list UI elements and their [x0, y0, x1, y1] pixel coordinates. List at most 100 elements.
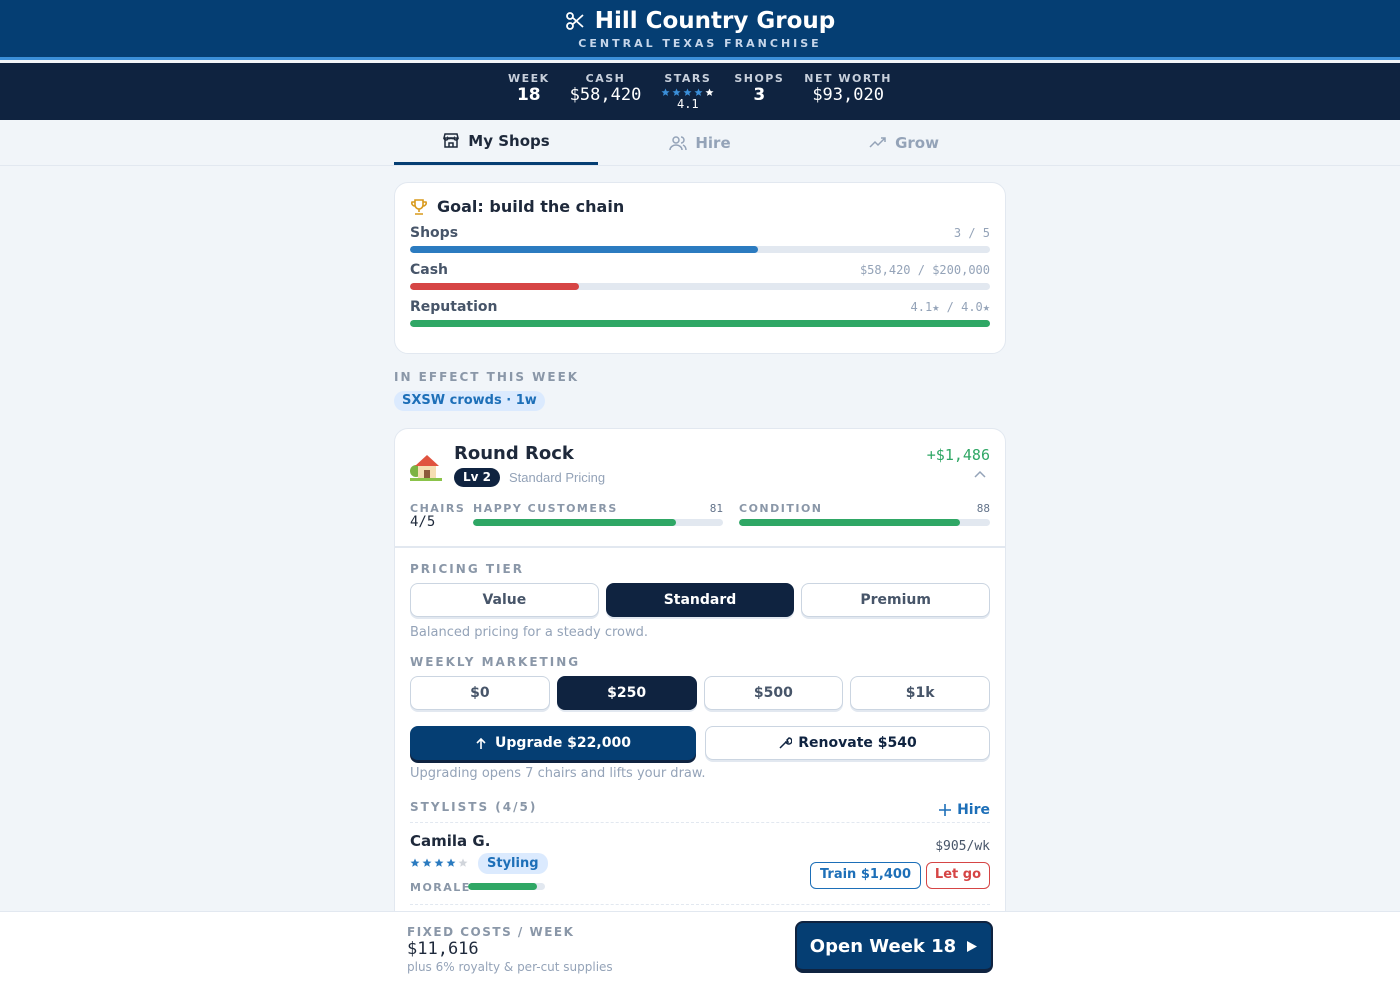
stat-value: 4.1: [676, 97, 699, 111]
renovate-button[interactable]: Renovate $540: [705, 726, 990, 760]
star: [661, 88, 670, 96]
stat: STARS 4.1: [661, 72, 714, 120]
star-shape: [694, 88, 703, 96]
star-shape: [458, 858, 468, 867]
hire-label: Hire: [957, 802, 990, 818]
goal-label: Reputation: [410, 299, 498, 315]
app-title: Hill Country Group: [594, 8, 836, 34]
goal-track: [410, 283, 990, 290]
condition-track: [739, 519, 990, 526]
play-icon: [967, 940, 978, 952]
scissors-icon: [565, 12, 584, 30]
goal-progress: 4.1★ / 4.0★: [910, 300, 990, 314]
star: [705, 88, 714, 96]
tab[interactable]: Hire: [598, 120, 802, 165]
stylist-name: Camila G.: [410, 832, 491, 850]
goal-bar: [410, 320, 990, 327]
shop-profit: +$1,486: [926, 446, 990, 464]
goal-track: [410, 246, 990, 253]
goal-progress: 3 / 5: [953, 226, 990, 240]
divider: [410, 904, 990, 905]
happy-track: [473, 519, 723, 526]
stat-label: SHOPS: [734, 72, 785, 85]
star-rating: [661, 88, 714, 97]
stat: NET WORTH $93,020: [804, 72, 892, 120]
morale-track: [468, 883, 545, 890]
tab[interactable]: My Shops: [394, 120, 598, 165]
upgrade-button[interactable]: Upgrade $22,000: [410, 726, 696, 760]
tab[interactable]: Grow: [802, 120, 1006, 165]
stat-value: $93,020: [812, 85, 884, 105]
star: [683, 88, 692, 96]
tab-icon: [669, 135, 688, 150]
star: [694, 88, 703, 96]
star-shape: [672, 88, 681, 96]
effects-list: SXSW crowds · 1w: [394, 391, 545, 411]
tab-label: Hire: [695, 133, 731, 152]
fixed-costs-value: $11,616: [407, 939, 479, 959]
footer: FIXED COSTS / WEEK $11,616 plus 6% royal…: [0, 911, 1400, 984]
tab-icon: [443, 133, 460, 148]
stat-value: $58,420: [569, 85, 642, 105]
hire-button[interactable]: Hire: [939, 802, 990, 818]
upgrade-note: Upgrading opens 7 chairs and lifts your …: [410, 766, 706, 781]
happy-label: HAPPY CUSTOMERS: [473, 502, 618, 515]
upgrade-label: Upgrade $22,000: [495, 735, 631, 751]
star: [458, 858, 468, 867]
train-button[interactable]: Train $1,400: [809, 862, 921, 889]
header: Hill Country Group CENTRAL TEXAS FRANCHI…: [0, 0, 1400, 60]
stat-label: CASH: [585, 72, 626, 85]
condition-label: CONDITION: [739, 502, 823, 515]
tab-label: Grow: [895, 133, 939, 152]
star: [410, 858, 420, 867]
goal-label: Cash: [410, 262, 449, 278]
house-icon: [410, 455, 442, 481]
let-go-button[interactable]: Let go: [925, 862, 990, 889]
option-button[interactable]: $500: [703, 676, 844, 710]
wrench-icon: [779, 737, 793, 749]
tab-bar: My Shops Hire Grow: [0, 120, 1400, 166]
level-badge: Lv 2: [454, 468, 500, 487]
happy-value: 81: [709, 502, 723, 515]
arrow-up-icon: [476, 737, 486, 749]
option-button[interactable]: Premium: [801, 583, 990, 617]
shop-name: Round Rock: [454, 443, 574, 464]
renovate-label: Renovate $540: [798, 735, 917, 751]
option-button[interactable]: $1k: [850, 676, 990, 710]
stat: SHOPS 3: [734, 72, 784, 120]
app-subtitle: CENTRAL TEXAS FRANCHISE: [578, 37, 822, 50]
option-button[interactable]: $0: [410, 676, 550, 710]
chairs-value: 4/5: [410, 514, 436, 530]
fixed-costs-label: FIXED COSTS / WEEK: [407, 925, 575, 939]
star-shape: [422, 858, 432, 867]
pricing-label: Standard Pricing: [509, 470, 606, 485]
star-shape: [434, 858, 444, 867]
star-shape: [661, 88, 670, 96]
option-button[interactable]: Value: [410, 583, 599, 617]
goal-track: [410, 320, 990, 327]
star: [422, 858, 432, 867]
stat-label: WEEK: [507, 72, 550, 85]
plus-icon: [939, 804, 952, 816]
title-row: Hill Country Group: [0, 8, 1400, 34]
stat: CASH $58,420: [570, 72, 642, 120]
goal-bar: [410, 246, 758, 253]
open-week-button[interactable]: Open Week 18: [795, 921, 993, 973]
option-button[interactable]: Standard: [605, 583, 795, 617]
trophy-icon: [411, 199, 427, 215]
pricing-note: Balanced pricing for a steady crowd.: [410, 625, 649, 640]
morale-bar: [468, 883, 537, 890]
stylists-heading: STYLISTS (4/5): [410, 800, 538, 814]
divider: [410, 822, 990, 823]
collapse-chevron[interactable]: [973, 469, 987, 479]
stat: WEEK 18: [508, 72, 550, 120]
tab-label: My Shops: [468, 132, 550, 150]
specialty-chip: Styling: [478, 853, 548, 874]
goal-title: Goal: build the chain: [437, 197, 625, 216]
happy-bar: [473, 519, 676, 526]
option-button[interactable]: $250: [556, 676, 697, 710]
chairs-label: CHAIRS: [410, 502, 466, 515]
open-week-label: Open Week 18: [809, 935, 957, 957]
stats-bar: WEEK 18 CASH $58,420 STARS 4.1 SHOPS 3 NET WORTH…: [0, 63, 1400, 120]
